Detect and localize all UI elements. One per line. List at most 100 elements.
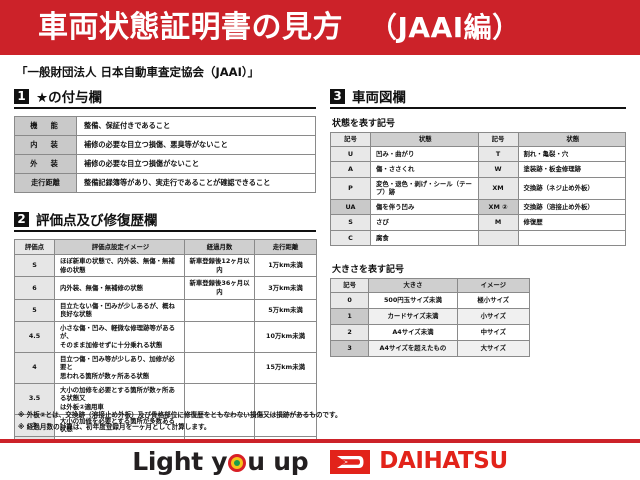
column-header-image: 評価点設定イメージ bbox=[54, 239, 185, 255]
column-header-symbol: 記号 bbox=[329, 278, 370, 294]
table-row: U 凹み・曲がり T 割れ・亀裂・穴 bbox=[330, 145, 626, 163]
size-image: 極小サイズ bbox=[456, 292, 531, 310]
grade-months: 新車登録後36ヶ月以内 bbox=[184, 276, 255, 300]
symbol-code: C bbox=[330, 229, 371, 247]
grade-value: S bbox=[14, 253, 55, 278]
star-row-value: 補修の必要な目立つ損傷がないこと bbox=[76, 154, 316, 174]
size-image: 小サイズ bbox=[456, 308, 531, 326]
section2-number-badge: 2 bbox=[14, 211, 29, 227]
table-row: 機 能 整備、保証付きであること bbox=[14, 116, 316, 136]
table-row: C 腐食 bbox=[330, 229, 626, 247]
grade-value: 6 bbox=[14, 276, 55, 300]
grade-months bbox=[184, 298, 255, 322]
size-code: 2 bbox=[329, 324, 370, 342]
grade-distance: 1万km未満 bbox=[254, 253, 317, 278]
symbol-code: W bbox=[477, 161, 519, 178]
table-row: UA 傷を伴う凹み XM ② 交換跡（溶接止め外板） bbox=[330, 198, 626, 216]
page-title-main: 車両状態証明書の見方 bbox=[38, 9, 343, 45]
condition-symbol-table: 記号 状態 記号 状態 U 凹み・曲がり T 割れ・亀裂・穴 bbox=[330, 132, 626, 247]
section2-title: 評価点及び修復歴欄 bbox=[36, 213, 158, 229]
symbol-code: P bbox=[330, 176, 371, 200]
grade-value: 4.5 bbox=[14, 320, 55, 353]
association-line: 「一般財団法人 日本自動車査定協会（JAAI）」 bbox=[16, 65, 260, 79]
page-title-paren: （JAAI編） bbox=[369, 10, 521, 44]
footer-divider-rule bbox=[0, 439, 640, 443]
daihatsu-logo: DAIHATSU bbox=[330, 448, 508, 474]
page-header-band: 車両状態証明書の見方 （JAAI編） bbox=[0, 0, 640, 55]
grade-distance bbox=[254, 413, 317, 437]
symbol-table-caption: 状態を表す記号 bbox=[332, 119, 396, 129]
symbol-description: 傷を伴う凹み bbox=[370, 198, 479, 216]
page-footer: Light y u up DAIHATSU bbox=[0, 443, 640, 480]
table-row: 3 大小の加修を必要とする箇所が多数ある状態 bbox=[14, 413, 317, 437]
column-header-condition-2: 状態 bbox=[517, 132, 626, 147]
footnotes: ※ 外板②とは、交換跡（溶接止め外板）及び骨格部位に修復歴をともなわない損傷又は… bbox=[18, 410, 618, 433]
grade-image: 大小の加修を必要とする箇所が数ヶ所ある状態又 は外板②適用車 bbox=[54, 382, 185, 415]
column-header-months: 経過月数 bbox=[184, 239, 255, 255]
star-row-label: 内 装 bbox=[14, 135, 77, 155]
symbol-code: A bbox=[330, 161, 371, 178]
section3-number-badge: 3 bbox=[330, 88, 345, 104]
symbol-description: さび bbox=[370, 214, 479, 231]
table-row: 3 A4サイズを超えたもの 大サイズ bbox=[329, 340, 531, 358]
grade-distance: 5万km未満 bbox=[254, 298, 317, 322]
table-row: 走行距離 整備記録簿等があり、実走行であることが確認できること bbox=[14, 173, 316, 193]
section2-heading: 2 評価点及び修復歴欄 bbox=[14, 209, 316, 232]
section3-heading: 3 車両図欄 bbox=[330, 86, 626, 109]
symbol-description: 凹み・曲がり bbox=[370, 145, 479, 163]
symbol-description: 塗装跡・板金修理跡 bbox=[517, 161, 626, 178]
table-row: 5 目立たない傷・凹みが少しあるが、概ね良好な状態 5万km未満 bbox=[14, 298, 317, 322]
table-row: 外 装 補修の必要な目立つ損傷がないこと bbox=[14, 154, 316, 174]
grade-distance: 3万km未満 bbox=[254, 276, 317, 300]
size-code: 0 bbox=[329, 292, 370, 310]
tagline-text-first: Light y bbox=[132, 447, 228, 476]
column-header-condition-1: 状態 bbox=[370, 132, 479, 147]
symbol-code: T bbox=[477, 145, 519, 163]
table-row: 4.5 小さな傷・凹み、軽微な修理跡等があるが、 そのまま加修せずに十分乗れる状… bbox=[14, 320, 317, 353]
symbol-description: 傷・ささくれ bbox=[370, 161, 479, 178]
grade-image: 目立たない傷・凹みが少しあるが、概ね良好な状態 bbox=[54, 298, 185, 322]
grade-distance: 10万km未満 bbox=[254, 320, 317, 353]
brand-tagline: Light y u up bbox=[132, 449, 308, 474]
star-row-label: 走行距離 bbox=[14, 173, 77, 193]
grade-image: 目立つ傷・凹み等が少しあり、加修が必要と 思われる箇所が数ヶ所ある状態 bbox=[54, 351, 185, 384]
grade-image: 大小の加修を必要とする箇所が多数ある状態 bbox=[54, 413, 185, 437]
size-description: A4サイズ未満 bbox=[368, 324, 458, 342]
table-row: S ほぼ新車の状態で、内外装、無傷・無補修の状態 新車登録後12ヶ月以内 1万k… bbox=[14, 253, 317, 278]
column-header-distance: 走行距離 bbox=[254, 239, 317, 255]
section1-heading: 1 ★の付与欄 bbox=[14, 86, 316, 109]
size-image: 大サイズ bbox=[456, 340, 531, 358]
symbol-description: 修復歴 bbox=[517, 214, 626, 231]
grade-distance: 15万km未満 bbox=[254, 351, 317, 384]
table-row: A 傷・ささくれ W 塗装跡・板金修理跡 bbox=[330, 161, 626, 178]
table-row: 3.5 大小の加修を必要とする箇所が数ヶ所ある状態又 は外板②適用車 bbox=[14, 382, 317, 415]
daihatsu-wordmark: DAIHATSU bbox=[379, 448, 508, 474]
symbol-description bbox=[517, 229, 626, 247]
table-row: 6 内外装、無傷・無補修の状態 新車登録後36ヶ月以内 3万km未満 bbox=[14, 276, 317, 300]
grade-value: 5 bbox=[14, 298, 55, 322]
section1-number-badge: 1 bbox=[14, 88, 29, 104]
star-criteria-table: 機 能 整備、保証付きであること 内 装 補修の必要な目立つ損傷、悪臭等がないこ… bbox=[14, 116, 316, 193]
section1-title: ★の付与欄 bbox=[36, 90, 103, 106]
table-row: 1 カードサイズ未満 小サイズ bbox=[329, 308, 531, 326]
star-row-label: 機 能 bbox=[14, 116, 77, 136]
symbol-code: S bbox=[330, 214, 371, 231]
symbol-code bbox=[477, 229, 519, 247]
table-header-row: 記号 状態 記号 状態 bbox=[330, 132, 626, 147]
tagline-text-second: u up bbox=[247, 447, 309, 476]
table-row: 2 A4サイズ未満 中サイズ bbox=[329, 324, 531, 342]
right-column: 3 車両図欄 状態を表す記号 記号 状態 記号 状態 bbox=[329, 86, 626, 358]
table-header-row: 記号 大きさ イメージ bbox=[329, 278, 531, 294]
grade-value: 3 bbox=[14, 413, 55, 437]
grade-image: ほぼ新車の状態で、内外装、無傷・無補修の状態 bbox=[54, 253, 185, 278]
symbol-code: U bbox=[330, 145, 371, 163]
symbol-description: 交換跡（ネジ止め外板） bbox=[517, 176, 626, 200]
symbol-code: XM bbox=[477, 176, 519, 200]
symbol-description: 割れ・亀裂・穴 bbox=[517, 145, 626, 163]
grade-months: 新車登録後12ヶ月以内 bbox=[184, 253, 255, 278]
symbol-description: 変色・退色・剥げ・シール（テープ）跡 bbox=[370, 176, 479, 200]
grade-months bbox=[184, 320, 255, 353]
page-body: 「一般財団法人 日本自動車査定協会（JAAI）」 1 ★の付与欄 機 能 整備、… bbox=[0, 55, 640, 480]
size-code: 1 bbox=[329, 308, 370, 326]
